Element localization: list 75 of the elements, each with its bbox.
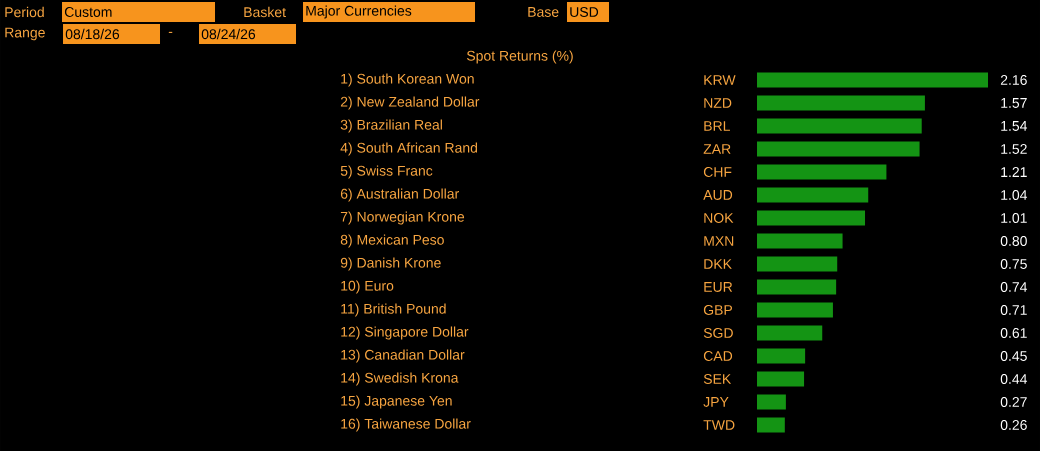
data-label: 1.01 [1001, 213, 1027, 223]
y-tick-label: 9) Danish Krone [340, 257, 441, 271]
data-label: 0.26 [1000, 420, 1027, 430]
text: Custom [64, 7, 112, 17]
text: USD [570, 7, 599, 17]
text: Basket [244, 6, 286, 18]
text: Range [5, 27, 45, 41]
text: Period [5, 6, 44, 18]
y-tick-label: 11) British Pound [341, 303, 446, 317]
data-label: 1.04 [1001, 190, 1028, 200]
bar [757, 417, 785, 433]
data-label: 0.75 [1000, 259, 1027, 269]
bar [757, 164, 887, 180]
bar [757, 210, 866, 226]
text: EUR [704, 282, 733, 292]
data-label: 0.27 [1000, 397, 1027, 407]
text: Base [528, 7, 559, 17]
text: - [168, 31, 173, 33]
y-tick-label: 2) New Zealand Dollar [340, 96, 480, 110]
data-label: 0.45 [1000, 351, 1027, 361]
data-label: 0.71 [1000, 305, 1027, 315]
data-label: 1.57 [1001, 98, 1027, 108]
text: ZAR [703, 144, 731, 154]
y-tick-label: 7) Norwegian Krone [340, 211, 465, 225]
text: JPY [703, 397, 729, 407]
data-label: 0.80 [1000, 236, 1027, 246]
bar [757, 325, 823, 341]
bar [757, 187, 869, 203]
bar [757, 279, 837, 295]
text: NOK [704, 213, 734, 223]
text: NZD [704, 98, 732, 108]
text: 08/24/26 [201, 28, 256, 40]
data-label: 0.74 [1000, 282, 1028, 292]
text: CAD [703, 351, 733, 361]
bar [757, 256, 838, 272]
data-label: 0.44 [1000, 374, 1028, 384]
data-label: 2.16 [1000, 75, 1027, 85]
y-tick-label: 14) Swedish Krona [341, 372, 459, 386]
y-tick-label: 4) South African Rand [340, 142, 478, 156]
bar [757, 141, 920, 157]
text: SGD [703, 328, 733, 338]
bar [757, 95, 925, 111]
data-label: 1.21 [1001, 167, 1027, 177]
text: MXN [704, 236, 734, 246]
data-label: 0.61 [1000, 328, 1027, 338]
text: AUD [703, 190, 733, 200]
bar [757, 394, 786, 410]
text: TWD [703, 420, 735, 430]
y-tick-label: 10) Euro [341, 280, 394, 294]
bar [757, 233, 843, 249]
y-tick-label: 16) Taiwanese Dollar [341, 418, 471, 432]
bar [757, 302, 833, 318]
text: Major Currencies [306, 5, 412, 19]
bar [757, 348, 806, 364]
y-tick-label: 3) Brazilian Real [340, 119, 442, 133]
text: CHF [703, 167, 732, 177]
data-label: 1.54 [1001, 121, 1028, 131]
text: SEK [703, 374, 732, 384]
text: Spot Returns (%) [466, 50, 573, 64]
bar [757, 72, 989, 88]
y-tick-label: 12) Singapore Dollar [341, 326, 469, 340]
y-tick-label: 6) Australian Dollar [340, 188, 459, 202]
text: DKK [704, 259, 732, 269]
y-tick-label: 8) Mexican Peso [340, 234, 444, 248]
y-tick-label: 15) Japanese Yen [341, 395, 452, 409]
y-tick-label: 1) South Korean Won [341, 73, 474, 87]
bar [757, 118, 922, 134]
text: 08/18/26 [65, 28, 120, 40]
data-label: 1.52 [1001, 144, 1027, 154]
bar [757, 371, 805, 387]
text: KRW [704, 75, 736, 85]
text: BRL [704, 121, 730, 131]
y-tick-label: 13) Canadian Dollar [341, 349, 465, 363]
y-tick-label: 5) Swiss Franc [340, 165, 433, 179]
text: GBP [703, 305, 733, 315]
